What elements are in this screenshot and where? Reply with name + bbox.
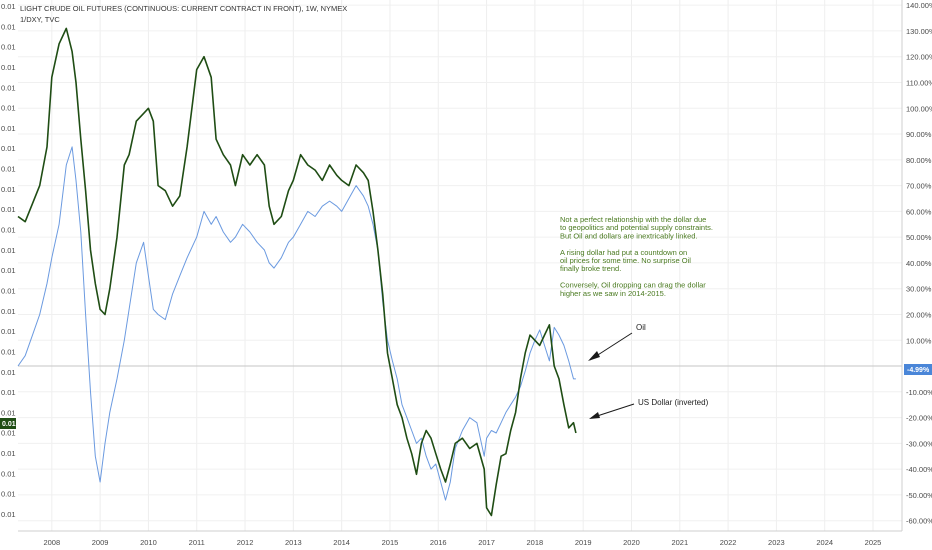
left-badge-value: 0.01 (2, 421, 16, 428)
oil-label: Oil (636, 323, 646, 332)
left-tick-label: 0.01 (1, 226, 16, 235)
left-tick-label: 0.01 (1, 327, 16, 336)
x-tick-label: 2008 (43, 538, 60, 547)
left-tick-label: 0.01 (1, 246, 16, 255)
annotation-line: Conversely, Oil dropping can drag the do… (560, 281, 706, 290)
x-tick-label: 2016 (430, 538, 447, 547)
left-tick-label: 0.01 (1, 22, 16, 31)
left-tick-label: 0.01 (1, 347, 16, 356)
right-tick-label: -60.00% (906, 517, 932, 526)
x-tick-label: 2022 (720, 538, 737, 547)
right-tick-label: 10.00% (906, 336, 932, 345)
right-tick-label: -30.00% (906, 439, 932, 448)
right-tick-label: 110.00% (906, 78, 932, 87)
right-tick-label: 90.00% (906, 130, 932, 139)
left-tick-label: 0.01 (1, 266, 16, 275)
right-tick-label: 60.00% (906, 207, 932, 216)
annotation-line: But Oil and dollars are inextricably lin… (560, 231, 698, 240)
annotation-text: Not a perfect relationship with the doll… (560, 215, 713, 298)
chart-title: LIGHT CRUDE OIL FUTURES (CONTINUOUS: CUR… (20, 4, 347, 13)
left-tick-label: 0.01 (1, 286, 16, 295)
left-tick-label: 0.01 (1, 490, 16, 499)
right-tick-label: -10.00% (906, 388, 932, 397)
chart-subtitle: 1/DXY, TVC (20, 15, 60, 24)
annotation-line: Not a perfect relationship with the doll… (560, 215, 706, 224)
left-tick-label: 0.01 (1, 307, 16, 316)
x-tick-label: 2017 (478, 538, 495, 547)
x-tick-label: 2009 (92, 538, 109, 547)
right-tick-label: 140.00% (906, 1, 932, 10)
right-tick-label: -20.00% (906, 414, 932, 423)
x-tick-label: 2011 (189, 538, 205, 547)
right-tick-label: 80.00% (906, 156, 932, 165)
series-layer (17, 27, 577, 517)
left-tick-label: 0.01 (1, 510, 16, 519)
left-value-badge: 0.01 (0, 418, 16, 429)
annotation-line: finally broke trend. (560, 264, 621, 273)
right-badge-box (904, 364, 932, 375)
x-tick-label: 2010 (140, 538, 157, 547)
left-tick-label: 0.01 (1, 104, 16, 113)
right-tick-label: 100.00% (906, 104, 932, 113)
oil-series-line (17, 27, 577, 517)
right-tick-label: 20.00% (906, 310, 932, 319)
left-tick-label: 0.01 (1, 185, 16, 194)
annotation-line: A rising dollar had put a countdown on (560, 248, 687, 257)
dollar-label: US Dollar (inverted) (638, 398, 709, 407)
annotation-line: to geopolitics and potential supply cons… (560, 223, 713, 232)
right-tick-label: 120.00% (906, 53, 932, 62)
grid-layer (18, 0, 902, 531)
oil-callout: Oil (588, 323, 646, 361)
left-tick-label: 0.01 (1, 449, 16, 458)
x-tick-label: 2024 (816, 538, 833, 547)
annotation-line: higher as we saw in 2014-2015. (560, 289, 666, 298)
right-tick-label: -40.00% (906, 465, 932, 474)
left-badge-box (0, 418, 16, 429)
left-tick-label: 0.01 (1, 83, 16, 92)
right-tick-label: 70.00% (906, 182, 932, 191)
x-tick-label: 2015 (382, 538, 399, 547)
left-tick-label: 0.01 (1, 429, 16, 438)
x-tick-label: 2013 (285, 538, 302, 547)
right-tick-label: -50.00% (906, 491, 932, 500)
x-tick-label: 2025 (865, 538, 882, 547)
x-tick-label: 2018 (527, 538, 544, 547)
annotation-line: oil prices for some time. No surprise Oi… (560, 256, 691, 265)
left-tick-label: 0.01 (1, 469, 16, 478)
left-tick-label: 0.01 (1, 408, 16, 417)
left-tick-label: 0.01 (1, 165, 16, 174)
right-tick-label: 50.00% (906, 233, 932, 242)
x-tick-label: 2014 (333, 538, 350, 547)
dollar-series-line (17, 146, 576, 501)
x-tick-label: 2023 (768, 538, 785, 547)
dollar-callout: US Dollar (inverted) (589, 398, 709, 419)
left-tick-label: 0.01 (1, 2, 16, 11)
right-tick-label: 30.00% (906, 285, 932, 294)
x-tick-label: 2021 (671, 538, 688, 547)
left-tick-label: 0.01 (1, 43, 16, 52)
oil-arrowhead (588, 351, 600, 361)
left-tick-label: 0.01 (1, 368, 16, 377)
right-tick-label: 40.00% (906, 259, 932, 268)
right-badge-value: -4.99% (907, 367, 930, 374)
right-value-badge: -4.99% (904, 364, 932, 375)
left-tick-label: 0.01 (1, 388, 16, 397)
left-tick-label: 0.01 (1, 205, 16, 214)
dollar-arrowhead (589, 412, 600, 419)
left-tick-label: 0.01 (1, 63, 16, 72)
left-tick-label: 0.01 (1, 144, 16, 153)
x-tick-label: 2012 (237, 538, 254, 547)
left-tick-label: 0.01 (1, 124, 16, 133)
right-tick-label: 130.00% (906, 27, 932, 36)
x-tick-label: 2020 (623, 538, 640, 547)
x-tick-label: 2019 (575, 538, 592, 547)
